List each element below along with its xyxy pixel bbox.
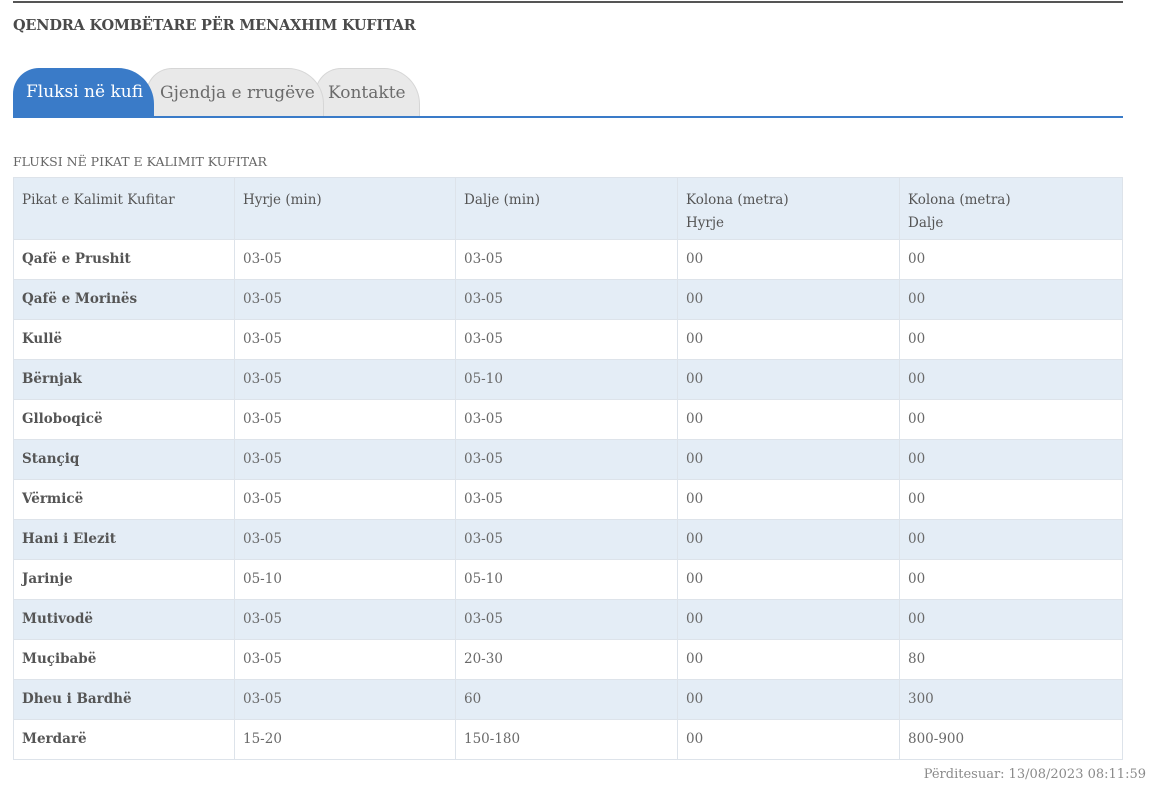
- cell-crossing-point: Vërmicë: [13, 479, 235, 520]
- cell-queue-exit: 00: [899, 279, 1123, 320]
- cell-entry-minutes: 03-05: [234, 359, 456, 400]
- cell-exit-minutes: 03-05: [455, 279, 678, 320]
- cell-queue-entry: 00: [677, 439, 900, 480]
- cell-crossing-point: Muçibabë: [13, 639, 235, 680]
- table-row: Bërnjak 03-05 05-10 00 00: [13, 359, 1123, 400]
- cell-crossing-point: Merdarë: [13, 719, 235, 760]
- cell-queue-entry: 00: [677, 479, 900, 520]
- site-title: QENDRA KOMBËTARE PËR MENAXHIM KUFITAR: [13, 17, 416, 34]
- cell-entry-minutes: 15-20: [234, 719, 456, 760]
- cell-queue-entry: 00: [677, 639, 900, 680]
- table-row: Merdarë 15-20 150-180 00 800-900: [13, 719, 1123, 760]
- cell-exit-minutes: 03-05: [455, 439, 678, 480]
- cell-entry-minutes: 03-05: [234, 479, 456, 520]
- table-row: Qafë e Prushit 03-05 03-05 00 00: [13, 239, 1123, 280]
- cell-queue-entry: 00: [677, 239, 900, 280]
- cell-entry-minutes: 03-05: [234, 279, 456, 320]
- header-exit-minutes: Dalje (min): [455, 177, 678, 240]
- table-row: Vërmicë 03-05 03-05 00 00: [13, 479, 1123, 520]
- last-updated-value: 13/08/2023 08:11:59: [1008, 767, 1146, 782]
- cell-exit-minutes: 150-180: [455, 719, 678, 760]
- cell-crossing-point: Bërnjak: [13, 359, 235, 400]
- cell-exit-minutes: 03-05: [455, 599, 678, 640]
- cell-crossing-point: Dheu i Bardhë: [13, 679, 235, 720]
- table-row: Jarinje 05-10 05-10 00 00: [13, 559, 1123, 600]
- cell-exit-minutes: 20-30: [455, 639, 678, 680]
- table-row: Glloboqicë 03-05 03-05 00 00: [13, 399, 1123, 440]
- cell-exit-minutes: 05-10: [455, 559, 678, 600]
- cell-queue-exit: 800-900: [899, 719, 1123, 760]
- cell-exit-minutes: 03-05: [455, 319, 678, 360]
- cell-queue-exit: 00: [899, 599, 1123, 640]
- cell-crossing-point: Qafë e Prushit: [13, 239, 235, 280]
- cell-entry-minutes: 03-05: [234, 239, 456, 280]
- cell-crossing-point: Hani i Elezit: [13, 519, 235, 560]
- cell-entry-minutes: 03-05: [234, 519, 456, 560]
- cell-exit-minutes: 03-05: [455, 239, 678, 280]
- cell-queue-entry: 00: [677, 599, 900, 640]
- cell-crossing-point: Qafë e Morinës: [13, 279, 235, 320]
- cell-queue-entry: 00: [677, 519, 900, 560]
- cell-queue-entry: 00: [677, 679, 900, 720]
- cell-crossing-point: Mutivodë: [13, 599, 235, 640]
- cell-crossing-point: Jarinje: [13, 559, 235, 600]
- page-container: QENDRA KOMBËTARE PËR MENAXHIM KUFITAR Fl…: [13, 0, 1123, 760]
- table-row: Hani i Elezit 03-05 03-05 00 00: [13, 519, 1123, 560]
- cell-queue-exit: 00: [899, 439, 1123, 480]
- cell-entry-minutes: 03-05: [234, 319, 456, 360]
- cell-entry-minutes: 03-05: [234, 399, 456, 440]
- tab-bar: Fluksi në kufi Gjendja e rrugëve Kontakt…: [13, 68, 1123, 118]
- cell-queue-exit: 00: [899, 239, 1123, 280]
- cell-entry-minutes: 03-05: [234, 439, 456, 480]
- table-row: Qafë e Morinës 03-05 03-05 00 00: [13, 279, 1123, 320]
- cell-queue-entry: 00: [677, 319, 900, 360]
- cell-queue-exit: 00: [899, 359, 1123, 400]
- table-header-row: Pikat e Kalimit Kufitar Hyrje (min) Dalj…: [13, 177, 1123, 240]
- border-flux-table: Pikat e Kalimit Kufitar Hyrje (min) Dalj…: [13, 177, 1123, 760]
- cell-entry-minutes: 03-05: [234, 679, 456, 720]
- cell-queue-exit: 300: [899, 679, 1123, 720]
- cell-queue-entry: 00: [677, 399, 900, 440]
- cell-exit-minutes: 03-05: [455, 519, 678, 560]
- cell-entry-minutes: 03-05: [234, 639, 456, 680]
- table-row: Dheu i Bardhë 03-05 60 00 300: [13, 679, 1123, 720]
- table-row: Muçibabë 03-05 20-30 00 80: [13, 639, 1123, 680]
- cell-queue-entry: 00: [677, 719, 900, 760]
- last-updated-label: Përditesuar:: [923, 767, 1005, 782]
- cell-exit-minutes: 60: [455, 679, 678, 720]
- cell-exit-minutes: 05-10: [455, 359, 678, 400]
- cell-exit-minutes: 03-05: [455, 399, 678, 440]
- header-queue-exit: Kolona (metra) Dalje: [899, 177, 1123, 240]
- cell-queue-exit: 00: [899, 399, 1123, 440]
- table-row: Mutivodë 03-05 03-05 00 00: [13, 599, 1123, 640]
- top-divider: [13, 1, 1123, 3]
- cell-queue-exit: 00: [899, 519, 1123, 560]
- cell-queue-exit: 00: [899, 479, 1123, 520]
- cell-queue-entry: 00: [677, 359, 900, 400]
- tab-gjendja-e-rrugeve[interactable]: Gjendja e rrugëve: [146, 68, 324, 116]
- cell-queue-exit: 80: [899, 639, 1123, 680]
- last-updated: Përditesuar: 13/08/2023 08:11:59: [924, 766, 1146, 784]
- cell-crossing-point: Kullë: [13, 319, 235, 360]
- cell-queue-entry: 00: [677, 279, 900, 320]
- cell-entry-minutes: 03-05: [234, 599, 456, 640]
- header-crossing-point: Pikat e Kalimit Kufitar: [13, 177, 235, 240]
- cell-queue-entry: 00: [677, 559, 900, 600]
- section-title: FLUKSI NË PIKAT E KALIMIT KUFITAR: [13, 154, 267, 169]
- table-row: Kullë 03-05 03-05 00 00: [13, 319, 1123, 360]
- tab-kontakte[interactable]: Kontakte: [315, 68, 420, 116]
- cell-queue-exit: 00: [899, 559, 1123, 600]
- cell-exit-minutes: 03-05: [455, 479, 678, 520]
- cell-queue-exit: 00: [899, 319, 1123, 360]
- header-entry-minutes: Hyrje (min): [234, 177, 456, 240]
- cell-crossing-point: Stançiq: [13, 439, 235, 480]
- table-row: Stançiq 03-05 03-05 00 00: [13, 439, 1123, 480]
- tab-fluksi-ne-kufi[interactable]: Fluksi në kufi: [13, 68, 154, 116]
- cell-entry-minutes: 05-10: [234, 559, 456, 600]
- cell-crossing-point: Glloboqicë: [13, 399, 235, 440]
- header-queue-entry: Kolona (metra) Hyrje: [677, 177, 900, 240]
